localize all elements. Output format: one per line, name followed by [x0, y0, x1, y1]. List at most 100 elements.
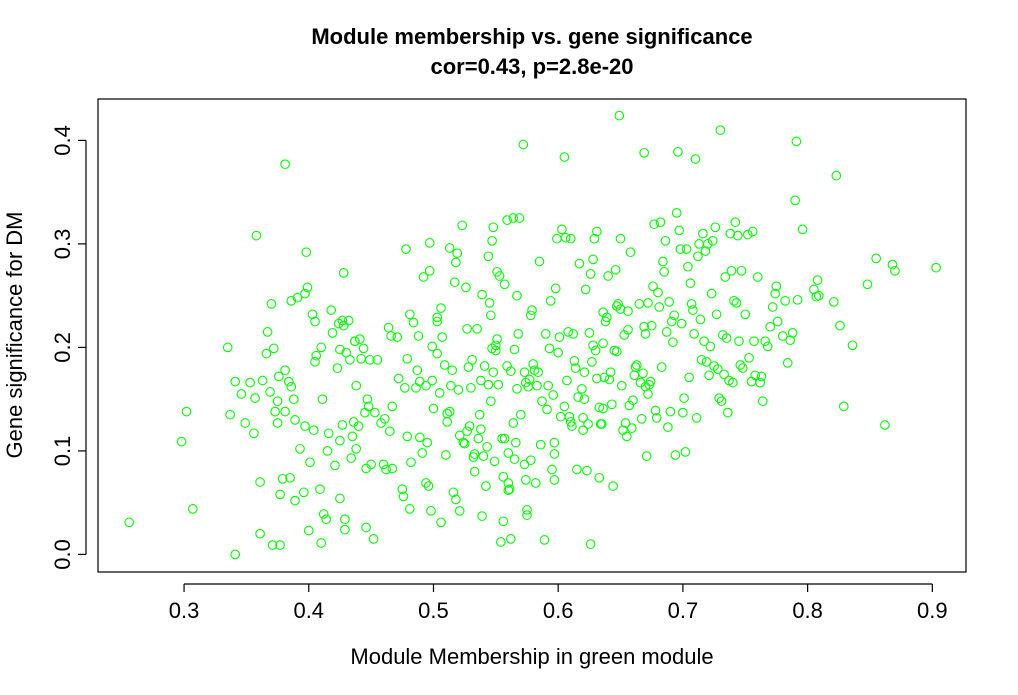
data-point [340, 514, 350, 525]
data-point [508, 418, 519, 428]
data-point [621, 431, 632, 442]
data-point [499, 433, 510, 444]
data-point [649, 219, 660, 230]
data-point [323, 428, 334, 439]
data-point [519, 459, 530, 470]
data-point [230, 376, 241, 387]
data-point [557, 224, 567, 235]
data-point [651, 412, 662, 423]
data-point [381, 464, 391, 475]
data-point [427, 341, 438, 352]
data-point [720, 272, 731, 282]
data-point [643, 389, 653, 399]
data-point [290, 415, 300, 425]
data-point [461, 282, 471, 293]
data-point [582, 465, 592, 476]
data-point [240, 418, 251, 428]
data-point [527, 305, 537, 315]
data-point [362, 394, 373, 405]
data-point [560, 232, 571, 243]
data-point [645, 376, 656, 387]
data-point [411, 382, 421, 393]
data-point [338, 268, 349, 278]
data-point [664, 297, 675, 307]
data-point [322, 446, 333, 456]
data-point [539, 535, 550, 545]
data-point [862, 279, 873, 290]
data-point [744, 352, 754, 363]
data-point [457, 220, 468, 231]
data-point [598, 338, 608, 349]
y-tick-label: 0.0 [50, 539, 75, 570]
data-point [831, 170, 842, 181]
data-point [365, 354, 375, 365]
x-axis: 0.3 0.4 0.5 0.6 0.7 0.8 0.9 [169, 583, 948, 623]
data-point [311, 350, 322, 361]
data-point [809, 284, 819, 295]
data-point [684, 372, 694, 383]
data-point [731, 298, 742, 308]
data-point [277, 473, 288, 484]
data-point [525, 455, 536, 466]
data-point [286, 381, 297, 392]
data-point [273, 371, 284, 382]
data-point [347, 431, 358, 442]
data-point [673, 146, 683, 157]
data-point [418, 272, 429, 282]
data-point [467, 354, 477, 365]
data-point [251, 230, 262, 241]
data-point [547, 464, 557, 475]
data-point [549, 437, 560, 448]
data-point [767, 302, 778, 312]
data-point [270, 406, 280, 417]
data-point [316, 538, 327, 548]
data-point [307, 309, 318, 320]
data-point [565, 233, 576, 244]
data-point [448, 487, 459, 498]
data-point [737, 363, 748, 373]
data-point [616, 380, 627, 391]
data-point [387, 401, 398, 412]
data-point [303, 525, 314, 536]
data-point [721, 333, 732, 343]
data-point [338, 320, 349, 331]
chart-subtitle: cor=0.43, p=2.8e-20 [430, 54, 633, 79]
data-point [432, 348, 443, 359]
data-point [544, 343, 555, 354]
data-point [797, 224, 808, 235]
data-point [594, 402, 605, 413]
data-point [654, 302, 665, 312]
data-point [533, 367, 544, 378]
data-point [437, 332, 448, 342]
data-point [408, 317, 419, 328]
data-point [679, 393, 689, 403]
data-point [603, 271, 613, 281]
data-point [668, 337, 678, 348]
data-point [225, 409, 236, 420]
data-point [265, 387, 275, 397]
data-point [514, 213, 525, 223]
data-point [421, 380, 431, 391]
data-point [280, 365, 290, 376]
data-point [636, 413, 647, 424]
data-point [707, 235, 718, 246]
data-point [361, 522, 371, 533]
data-point [628, 395, 638, 406]
data-point [508, 213, 519, 223]
data-point [554, 332, 565, 342]
data-point [484, 298, 495, 308]
data-point [596, 419, 607, 429]
data-point [553, 347, 564, 358]
data-point [292, 292, 303, 303]
data-point [452, 248, 463, 259]
data-point [787, 328, 798, 338]
data-point [424, 265, 435, 276]
data-point [436, 517, 446, 528]
data-point [412, 365, 423, 376]
data-point [493, 379, 504, 390]
data-point [176, 436, 187, 447]
data-point [483, 251, 494, 262]
data-point [280, 159, 290, 170]
data-point [689, 329, 699, 339]
data-point [290, 495, 300, 506]
